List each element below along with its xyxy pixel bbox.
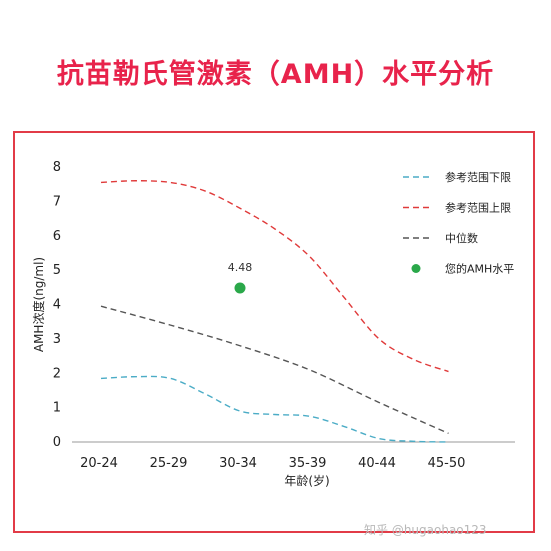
x-axis-title: 年龄(岁) bbox=[284, 473, 329, 488]
x-tick-label: 25-29 bbox=[150, 456, 188, 471]
your-amh-point bbox=[234, 282, 246, 294]
y-tick-label: 8 bbox=[53, 160, 61, 175]
y-tick-label: 3 bbox=[53, 332, 61, 347]
y-tick-label: 2 bbox=[53, 366, 61, 381]
x-tick-label: 20-24 bbox=[80, 456, 118, 471]
legend-your-amh-swatch bbox=[411, 264, 421, 273]
y-tick-label: 1 bbox=[53, 401, 61, 416]
series-line-upper-bound bbox=[100, 180, 449, 373]
watermark: 知乎 @hugaohao123 bbox=[364, 523, 487, 537]
chart-frame: 0 1 2 3 4 5 6 7 8 20-24 25-29 30-34 35-39 40-44 45-50 年… bbox=[13, 131, 535, 533]
x-tick-label: 45-50 bbox=[428, 456, 466, 471]
y-tick-label: 5 bbox=[53, 263, 61, 278]
x-tick-label: 40-44 bbox=[358, 456, 396, 471]
x-tick-label: 30-34 bbox=[219, 456, 257, 471]
x-tick-label: 35-39 bbox=[289, 456, 327, 471]
legend-your-amh-label: 您的AMH水平 bbox=[445, 262, 514, 276]
y-tick-label: 0 bbox=[53, 435, 61, 450]
data-label: 4.48 bbox=[228, 261, 253, 274]
legend-upper-bound-label: 参考范围上限 bbox=[445, 201, 511, 215]
chart-title: 抗苗勒氏管激素（AMH）水平分析 bbox=[56, 59, 495, 90]
legend-median-label: 中位数 bbox=[445, 231, 478, 245]
y-tick-label: 7 bbox=[53, 194, 61, 209]
y-tick-label: 6 bbox=[53, 229, 61, 244]
y-axis-title: AMH浓度(ng/ml) bbox=[31, 257, 46, 352]
series-line-lower-bound bbox=[100, 375, 449, 443]
series-line-median bbox=[100, 305, 449, 435]
amh-chart: 0 1 2 3 4 5 6 7 8 20-24 25-29 30-34 35-39 40-44 45-50 年… bbox=[31, 160, 515, 488]
legend-lower-bound-label: 参考范围下限 bbox=[445, 170, 511, 184]
y-tick-label: 4 bbox=[53, 298, 61, 313]
